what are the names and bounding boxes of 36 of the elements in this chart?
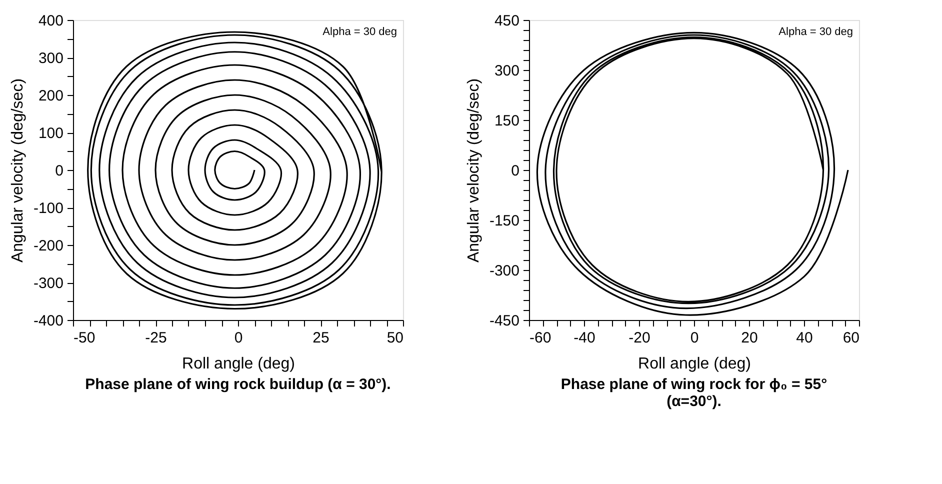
y-axis-title: Angular velocity (deg/sec) [9, 78, 26, 263]
y-tick-label: 150 [494, 112, 520, 130]
x-tick-label: -40 [574, 330, 596, 346]
x-axis-title: Roll angle (deg) [182, 356, 295, 372]
y-axis-title: Angular velocity (deg/sec) [465, 78, 482, 263]
x-tick-label: 0 [234, 330, 243, 346]
text: Phase plane of wing rock for ϕ₀ = 55° (α=30°). [560, 376, 828, 410]
y-tick-label: 300 [38, 50, 64, 67]
y-tick-label: -400 [33, 312, 64, 330]
text: Phase plane of wing rock buildup (α = 30°). [85, 376, 391, 393]
y-tick-label: 450 [494, 12, 520, 30]
y-tick-label: -300 [33, 275, 64, 292]
y-tick-label: 400 [38, 12, 64, 30]
x-tick-label: 40 [796, 330, 813, 346]
y-tick-label: 0 [55, 162, 64, 180]
x-axis-title: Roll angle (deg) [638, 356, 751, 372]
x-tick-label: 20 [741, 330, 758, 346]
y-tick-label: 0 [511, 162, 520, 180]
x-tick-label: 25 [312, 330, 330, 346]
y-tick-label: 300 [494, 62, 520, 80]
y-tick-label: -300 [489, 262, 520, 280]
annotation: Alpha = 30 deg [778, 26, 853, 38]
annotation: Alpha = 30 deg [322, 26, 397, 38]
y-tick-label: -100 [33, 200, 64, 217]
x-tick-label: -25 [145, 330, 167, 346]
y-tick-label: -450 [489, 312, 520, 330]
y-tick-label: 200 [38, 88, 64, 104]
y-tick-label: -150 [489, 212, 520, 230]
x-tick-label: -50 [74, 330, 96, 346]
y-tick-label: -200 [33, 238, 64, 254]
x-tick-label: 60 [842, 330, 860, 346]
x-tick-label: 0 [690, 330, 699, 346]
y-tick-label: 100 [38, 125, 64, 142]
x-tick-label: 50 [386, 330, 404, 346]
x-tick-label: -20 [628, 330, 650, 346]
x-tick-label: -60 [530, 330, 552, 346]
